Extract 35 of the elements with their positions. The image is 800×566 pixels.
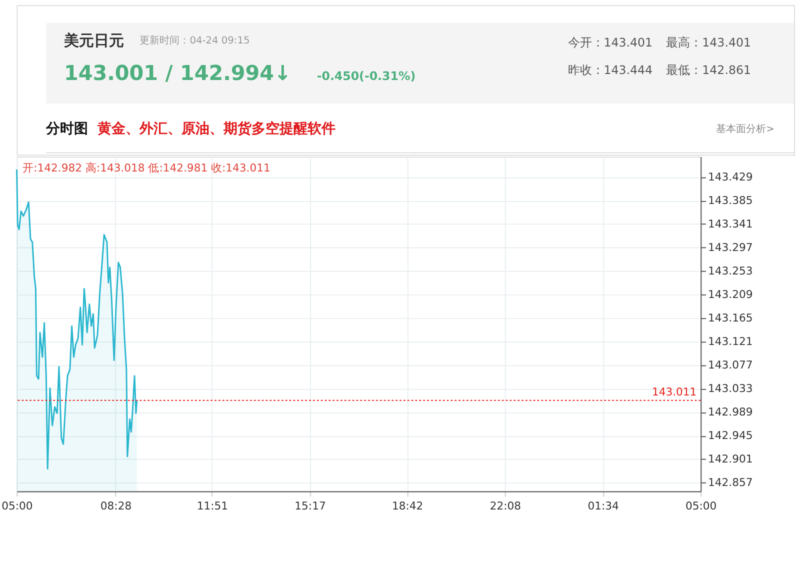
x-tick-label: 18:42 <box>392 499 424 512</box>
text: 最低：142.861 <box>666 63 751 78</box>
y-tick-label: 143.121 <box>708 335 753 348</box>
x-tick-label: 01:34 <box>588 499 619 512</box>
annotation: 开:142.982 高:143.018 低:142.981 收:143.011 <box>22 161 270 174</box>
y-tick-label: 143.165 <box>708 312 753 325</box>
text: 今开：143.401 <box>568 35 653 50</box>
x-tick-label: 22:08 <box>490 499 522 512</box>
x-tick-label: 05:00 <box>686 499 717 512</box>
y-tick-label: 143.429 <box>708 170 753 184</box>
x-tick-label: 15:17 <box>294 499 326 512</box>
text: -0.450(-0.31%) <box>316 68 416 83</box>
text: 分时图 <box>45 121 88 138</box>
text: 昨收：143.444 <box>568 63 653 78</box>
y-tick-label: 143.033 <box>708 382 753 396</box>
y-tick-label: 142.857 <box>708 476 753 490</box>
x-tick-label: 05:00 <box>2 499 33 512</box>
chart-title: 美元日元 <box>62 31 124 50</box>
text: 143.001 / 142.994↓ <box>64 60 292 85</box>
y-tick-label: 143.385 <box>708 194 753 207</box>
y-tick-label: 143.341 <box>708 217 753 230</box>
ref-line-label: 143.011 <box>652 385 697 398</box>
text: 最高：143.401 <box>666 35 751 50</box>
y-tick-label: 143.209 <box>708 288 753 302</box>
text: 基本面分析> <box>716 123 774 136</box>
x-tick-label: 08:28 <box>100 499 132 512</box>
y-tick-label: 143.077 <box>708 358 753 372</box>
y-tick-label: 142.901 <box>708 452 753 466</box>
y-tick-label: 143.253 <box>708 264 753 278</box>
text: 黄金、外汇、原油、期货多空提醒软件 <box>96 120 336 138</box>
chart-subtitle: 更新时间：04-24 09:15 <box>140 34 250 47</box>
y-tick-label: 143.297 <box>708 240 753 254</box>
y-tick-label: 142.989 <box>708 406 753 419</box>
y-tick-label: 142.945 <box>708 429 753 442</box>
x-tick-label: 11:51 <box>196 499 228 512</box>
